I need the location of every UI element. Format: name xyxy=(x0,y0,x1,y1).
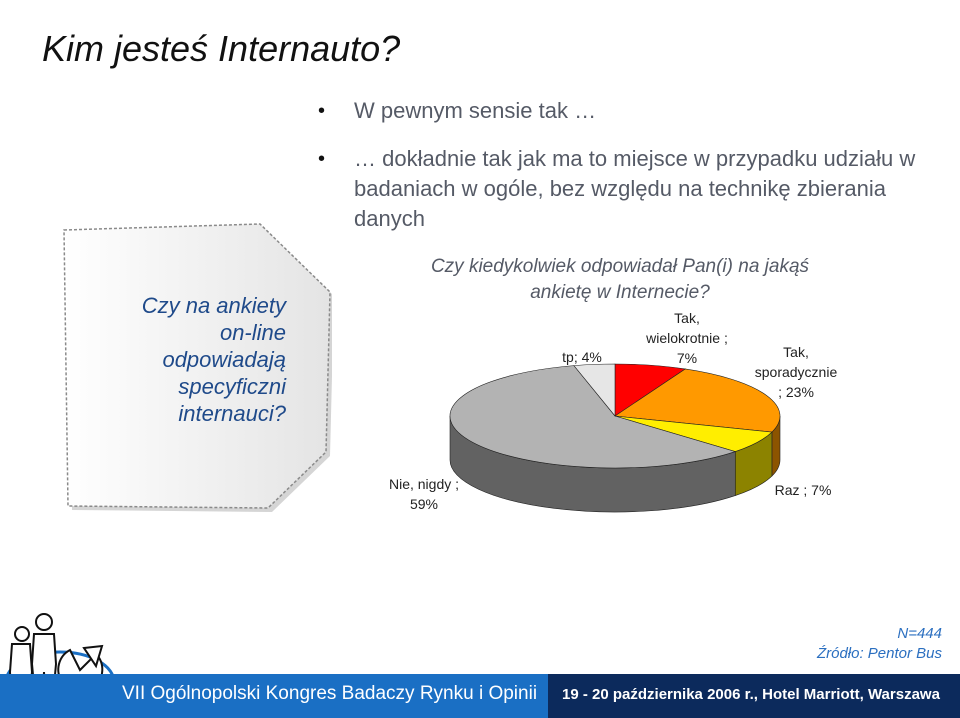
footer-right-panel: 19 - 20 października 2006 r., Hotel Marr… xyxy=(548,674,960,718)
bullet-item: … dokładnie tak jak ma to miejsce w przy… xyxy=(318,144,918,234)
pie-slice-side xyxy=(449,415,736,513)
data-label: Tak, xyxy=(674,310,700,326)
footer-bar: VII Ogólnopolski Kongres Badaczy Rynku i… xyxy=(0,674,960,718)
callout-line: specyficzni xyxy=(178,374,286,399)
chart-title: Czy kiedykolwiek odpowiadał Pan(i) na ja… xyxy=(430,256,810,303)
pie-slice xyxy=(614,363,687,417)
pie-slice-side xyxy=(771,415,781,477)
data-label: 7% xyxy=(676,350,698,366)
source-note: N=444 Źródło: Pentor Bus xyxy=(817,624,942,664)
sample-size: N=444 xyxy=(897,625,942,642)
callout-question: Czy na ankiety on-line odpowiadają specy… xyxy=(86,292,286,427)
data-label: Nie, nigdy ; xyxy=(388,476,460,492)
bullet-list: W pewnym sensie tak … … dokładnie tak ja… xyxy=(318,96,918,234)
callout-line: odpowiadają xyxy=(162,347,286,372)
slide-title: Kim jesteś Internauto? xyxy=(42,28,401,69)
label-tp: tp; 4% xyxy=(552,347,612,367)
label-raz: Raz ; 7% xyxy=(758,480,848,500)
pie-slice xyxy=(614,415,773,452)
data-label: wielokrotnie ; xyxy=(646,330,728,346)
footer-left-panel: VII Ogólnopolski Kongres Badaczy Rynku i… xyxy=(0,674,548,718)
callout-line: internauci? xyxy=(178,401,286,426)
data-label: Tak, xyxy=(783,344,809,360)
callout-line: Czy na ankiety xyxy=(141,293,286,318)
data-label: tp; 4% xyxy=(562,349,602,365)
event-date-location: 19 - 20 października 2006 r., Hotel Marr… xyxy=(562,686,940,703)
data-label: Raz ; 7% xyxy=(774,482,832,498)
source-text: Źródło: Pentor Bus xyxy=(816,645,942,662)
pie-slice xyxy=(449,365,737,469)
data-label: ; 23% xyxy=(778,384,814,400)
label-tak-sporadycznie: Tak, sporadycznie ; 23% xyxy=(736,342,856,402)
data-label: 59% xyxy=(409,496,439,512)
label-tak-wielokrotnie: Tak, wielokrotnie ; 7% xyxy=(622,308,752,368)
bullet-item: W pewnym sensie tak … xyxy=(318,96,918,126)
label-nie-nigdy: Nie, nigdy ; 59% xyxy=(372,474,476,514)
callout-line: on-line xyxy=(219,320,286,345)
data-label: sporadycznie xyxy=(754,364,838,380)
congress-name: VII Ogólnopolski Kongres Badaczy Rynku i… xyxy=(122,683,538,704)
pie-slice xyxy=(573,363,616,417)
callout-arrow-shape xyxy=(63,223,332,512)
